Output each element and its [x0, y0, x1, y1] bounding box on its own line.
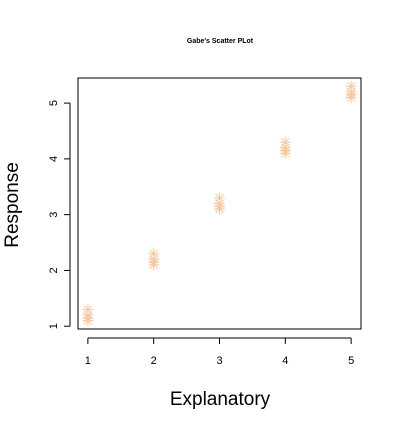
x-axis: 1 2 3 4 5	[85, 337, 354, 367]
data-points	[82, 80, 357, 327]
x-tick-label: 2	[151, 355, 157, 367]
y-axis-label: Response	[2, 162, 23, 248]
data-point	[214, 200, 225, 212]
y-axis: 1 2 3 4 5	[48, 100, 71, 329]
data-point	[82, 312, 94, 324]
x-tick-label: 3	[216, 355, 222, 367]
x-tick-label: 4	[282, 355, 288, 367]
y-tick-label: 5	[48, 100, 60, 106]
x-axis-label: Explanatory	[170, 389, 271, 410]
data-point	[82, 303, 94, 315]
y-tick-label: 1	[48, 323, 60, 329]
x-tick-label: 5	[348, 355, 354, 367]
data-point	[279, 145, 291, 157]
data-point	[148, 256, 160, 268]
data-point	[148, 248, 160, 260]
y-tick-label: 3	[48, 212, 60, 218]
plot-frame	[77, 77, 362, 330]
y-tick-label: 2	[48, 267, 60, 273]
y-tick-label: 4	[48, 156, 60, 162]
data-point	[345, 89, 357, 101]
chart-title: Gabe's Scatter PLot	[187, 38, 254, 45]
x-tick-label: 1	[85, 355, 91, 367]
